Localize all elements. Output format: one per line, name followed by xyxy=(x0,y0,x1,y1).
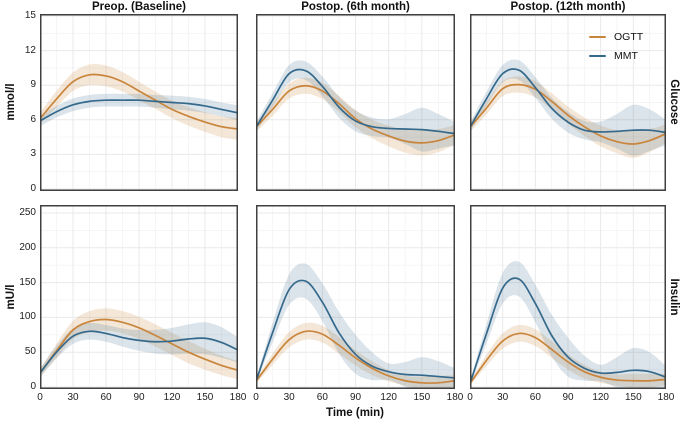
mmt-line xyxy=(470,277,666,385)
y-tick-label: 3 xyxy=(30,148,36,160)
y-tick-label: 250 xyxy=(19,207,36,218)
panel-border xyxy=(256,205,455,389)
ogtt-confidence-band xyxy=(256,77,455,156)
facet-title-preop: Preop. (Baseline) xyxy=(92,1,186,13)
mmt-line xyxy=(256,68,455,135)
legend-label-mmt: MMT xyxy=(614,50,638,62)
y-tick-label: 100 xyxy=(19,311,36,323)
mmt-confidence-band xyxy=(256,263,455,389)
panel-insulin-postop6 xyxy=(256,205,455,389)
x-tick-label: 60 xyxy=(100,392,112,403)
ogtt-line xyxy=(470,83,666,145)
chart-canvas xyxy=(40,205,238,389)
ogtt-line xyxy=(40,73,238,130)
ogtt-line-key-icon xyxy=(589,36,606,38)
strip-label-insulin: Insulin xyxy=(668,278,680,316)
strip-label-glucose: Glucose xyxy=(668,79,680,125)
ogtt-confidence-band xyxy=(256,322,455,389)
mmt-line-key-icon xyxy=(589,55,606,57)
x-tick-label: 30 xyxy=(497,392,509,403)
y-tick-label: 150 xyxy=(19,276,36,288)
x-tick-label: 60 xyxy=(316,392,328,403)
ogtt-line xyxy=(470,332,666,385)
legend-label-ogtt: OGTT xyxy=(614,31,644,43)
chart-canvas xyxy=(256,14,455,191)
y-tick-label: 0 xyxy=(30,381,36,392)
mmt-line xyxy=(40,99,238,122)
x-tick-label: 180 xyxy=(229,392,247,403)
x-tick-label: 120 xyxy=(592,392,609,403)
x-tick-label: 90 xyxy=(562,392,574,403)
panel-border xyxy=(256,14,455,191)
chart-canvas xyxy=(470,205,666,389)
y-tick-label: 15 xyxy=(24,10,36,21)
ogtt-confidence-band xyxy=(470,76,666,158)
legend-item-ogtt: OGTT xyxy=(589,31,643,43)
legend: OGTT MMT xyxy=(589,31,643,62)
mmt-line xyxy=(470,68,666,134)
ogtt-confidence-band xyxy=(40,308,238,380)
y-tick-label: 6 xyxy=(30,113,36,125)
x-tick-label: 30 xyxy=(283,392,295,403)
chart-canvas xyxy=(40,14,238,191)
x-tick-label: 150 xyxy=(624,392,642,403)
y-tick-label: 200 xyxy=(19,241,36,253)
facet-title-postop-12: Postop. (12th month) xyxy=(510,1,626,13)
x-tick-label: 0 xyxy=(253,392,259,403)
x-tick-label: 120 xyxy=(163,392,181,403)
x-tick-label: 180 xyxy=(657,392,675,403)
x-tick-label: 30 xyxy=(67,392,79,403)
y-tick-label: 0 xyxy=(30,183,36,194)
x-tick-label: 0 xyxy=(467,392,473,403)
legend-item-mmt: MMT xyxy=(589,50,643,62)
panel-border xyxy=(470,14,666,191)
panel-glucose-preop xyxy=(40,14,238,191)
panel-border xyxy=(40,14,238,191)
mmt-line xyxy=(40,330,238,374)
chart-canvas xyxy=(470,14,666,191)
panel-insulin-preop xyxy=(40,205,238,389)
panel-glucose-postop6 xyxy=(256,14,455,191)
ogtt-line xyxy=(256,330,455,384)
panel-insulin-postop12 xyxy=(470,205,666,389)
mmt-confidence-band xyxy=(40,322,238,378)
panel-border xyxy=(40,205,238,389)
x-axis-title: Time (min) xyxy=(326,407,384,419)
x-tick-label: 150 xyxy=(196,392,214,403)
x-tick-label: 60 xyxy=(529,392,541,403)
x-tick-label: 180 xyxy=(446,392,464,403)
x-tick-label: 90 xyxy=(133,392,145,403)
y-tick-label: 50 xyxy=(24,346,36,358)
x-tick-label: 150 xyxy=(413,392,431,403)
x-tick-label: 0 xyxy=(37,392,43,403)
chart-canvas xyxy=(256,205,455,389)
panel-glucose-postop12 xyxy=(470,14,666,191)
ogtt-line xyxy=(40,318,238,374)
x-tick-label: 120 xyxy=(380,392,397,403)
ogtt-confidence-band xyxy=(40,63,238,140)
x-tick-label: 90 xyxy=(349,392,362,403)
facet-title-postop-6: Postop. (6th month) xyxy=(301,1,410,13)
panel-border xyxy=(470,205,666,389)
y-tick-label: 12 xyxy=(24,44,36,56)
mmt-line xyxy=(256,279,455,383)
mmt-confidence-band xyxy=(470,261,666,389)
ogtt-line xyxy=(256,84,455,144)
y-tick-label: 9 xyxy=(30,79,36,91)
